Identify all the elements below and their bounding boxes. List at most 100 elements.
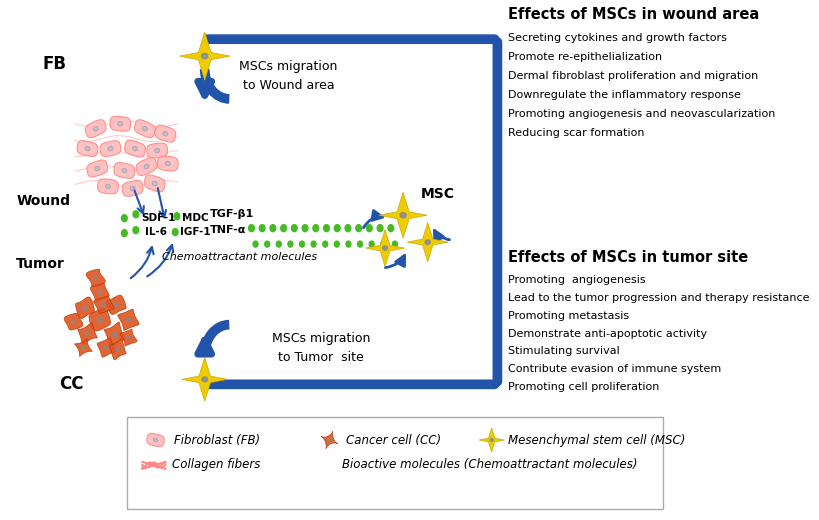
Ellipse shape (334, 225, 340, 231)
Text: TNF-α: TNF-α (210, 225, 246, 235)
Polygon shape (64, 314, 83, 330)
Text: Demonstrate anti-apoptotic activity: Demonstrate anti-apoptotic activity (508, 329, 706, 339)
Ellipse shape (366, 225, 372, 231)
Ellipse shape (324, 457, 328, 463)
Ellipse shape (400, 213, 405, 218)
Ellipse shape (424, 240, 430, 244)
Polygon shape (85, 120, 106, 138)
Text: Cancer cell (CC): Cancer cell (CC) (346, 434, 441, 447)
Ellipse shape (153, 438, 157, 442)
Ellipse shape (144, 164, 149, 169)
Ellipse shape (357, 241, 362, 247)
Text: Lead to the tumor progression and therapy resistance: Lead to the tumor progression and therap… (508, 293, 808, 303)
Polygon shape (147, 433, 164, 447)
Polygon shape (97, 179, 118, 194)
Polygon shape (93, 296, 114, 314)
Ellipse shape (291, 225, 296, 231)
Ellipse shape (310, 241, 315, 247)
Ellipse shape (355, 225, 361, 231)
Ellipse shape (130, 186, 135, 191)
Text: Effects of MSCs in tumor site: Effects of MSCs in tumor site (508, 250, 748, 265)
Text: Promoting cell proliferation: Promoting cell proliferation (508, 382, 658, 392)
Ellipse shape (81, 345, 85, 350)
Polygon shape (104, 322, 125, 347)
Ellipse shape (133, 211, 138, 218)
Ellipse shape (121, 230, 127, 237)
Polygon shape (157, 156, 178, 171)
Text: CC: CC (59, 375, 84, 393)
Polygon shape (179, 32, 229, 80)
Text: MSCs migration
to Wound area: MSCs migration to Wound area (239, 60, 337, 92)
Polygon shape (110, 340, 126, 360)
Polygon shape (321, 432, 337, 449)
Ellipse shape (269, 225, 275, 231)
Ellipse shape (143, 126, 147, 131)
Ellipse shape (302, 225, 308, 231)
Ellipse shape (323, 241, 328, 247)
Ellipse shape (122, 168, 127, 173)
Polygon shape (134, 120, 155, 138)
Ellipse shape (318, 458, 324, 466)
Ellipse shape (165, 161, 170, 166)
Text: TGF-β1: TGF-β1 (210, 209, 254, 219)
Ellipse shape (152, 181, 157, 186)
Ellipse shape (163, 132, 168, 136)
Polygon shape (378, 192, 427, 238)
Polygon shape (75, 297, 94, 318)
Polygon shape (144, 175, 165, 192)
Ellipse shape (85, 331, 90, 336)
Ellipse shape (253, 241, 258, 247)
Text: Chemoattractant molecules: Chemoattractant molecules (161, 252, 316, 262)
Polygon shape (77, 140, 97, 157)
Polygon shape (120, 329, 137, 346)
Ellipse shape (126, 317, 131, 322)
Text: Promoting metastasis: Promoting metastasis (508, 310, 628, 321)
Ellipse shape (85, 146, 90, 151)
Ellipse shape (174, 213, 179, 220)
Ellipse shape (369, 241, 373, 247)
Text: Contribute evasion of immune system: Contribute evasion of immune system (508, 365, 721, 374)
FancyBboxPatch shape (127, 417, 663, 509)
Polygon shape (106, 295, 126, 315)
Text: Tumor: Tumor (16, 257, 65, 271)
Text: FB: FB (43, 55, 66, 73)
Polygon shape (122, 180, 143, 197)
Text: Collagen fibers: Collagen fibers (172, 459, 260, 472)
Polygon shape (114, 163, 134, 178)
Polygon shape (182, 357, 228, 401)
Ellipse shape (97, 289, 102, 294)
Ellipse shape (276, 241, 281, 247)
Ellipse shape (126, 335, 130, 340)
Ellipse shape (327, 438, 331, 442)
Ellipse shape (490, 439, 493, 441)
Polygon shape (90, 282, 109, 301)
Ellipse shape (380, 241, 385, 247)
Text: Wound: Wound (16, 194, 70, 209)
Polygon shape (478, 428, 504, 452)
Ellipse shape (259, 225, 265, 231)
Text: Reducing scar formation: Reducing scar formation (508, 128, 644, 138)
Text: SDF-1: SDF-1 (141, 213, 175, 223)
Ellipse shape (102, 302, 106, 307)
Polygon shape (365, 229, 404, 267)
Text: Dermal fibroblast proliferation and migration: Dermal fibroblast proliferation and migr… (508, 71, 758, 81)
Polygon shape (110, 116, 130, 131)
Text: Promoting angiogenesis and neovascularization: Promoting angiogenesis and neovasculariz… (508, 109, 775, 119)
Ellipse shape (201, 377, 207, 382)
Ellipse shape (133, 227, 138, 233)
Ellipse shape (345, 225, 351, 231)
Text: Promote re-epithelialization: Promote re-epithelialization (508, 52, 662, 62)
Polygon shape (147, 143, 167, 158)
Ellipse shape (287, 241, 292, 247)
Ellipse shape (392, 241, 397, 247)
Ellipse shape (93, 126, 98, 131)
Ellipse shape (111, 332, 117, 337)
Polygon shape (78, 323, 97, 344)
Polygon shape (89, 308, 111, 331)
Ellipse shape (121, 215, 127, 222)
Polygon shape (86, 269, 105, 287)
Text: IGF-1: IGF-1 (180, 227, 210, 237)
Ellipse shape (95, 166, 100, 171)
Ellipse shape (377, 225, 382, 231)
Text: Effects of MSCs in wound area: Effects of MSCs in wound area (508, 7, 758, 22)
